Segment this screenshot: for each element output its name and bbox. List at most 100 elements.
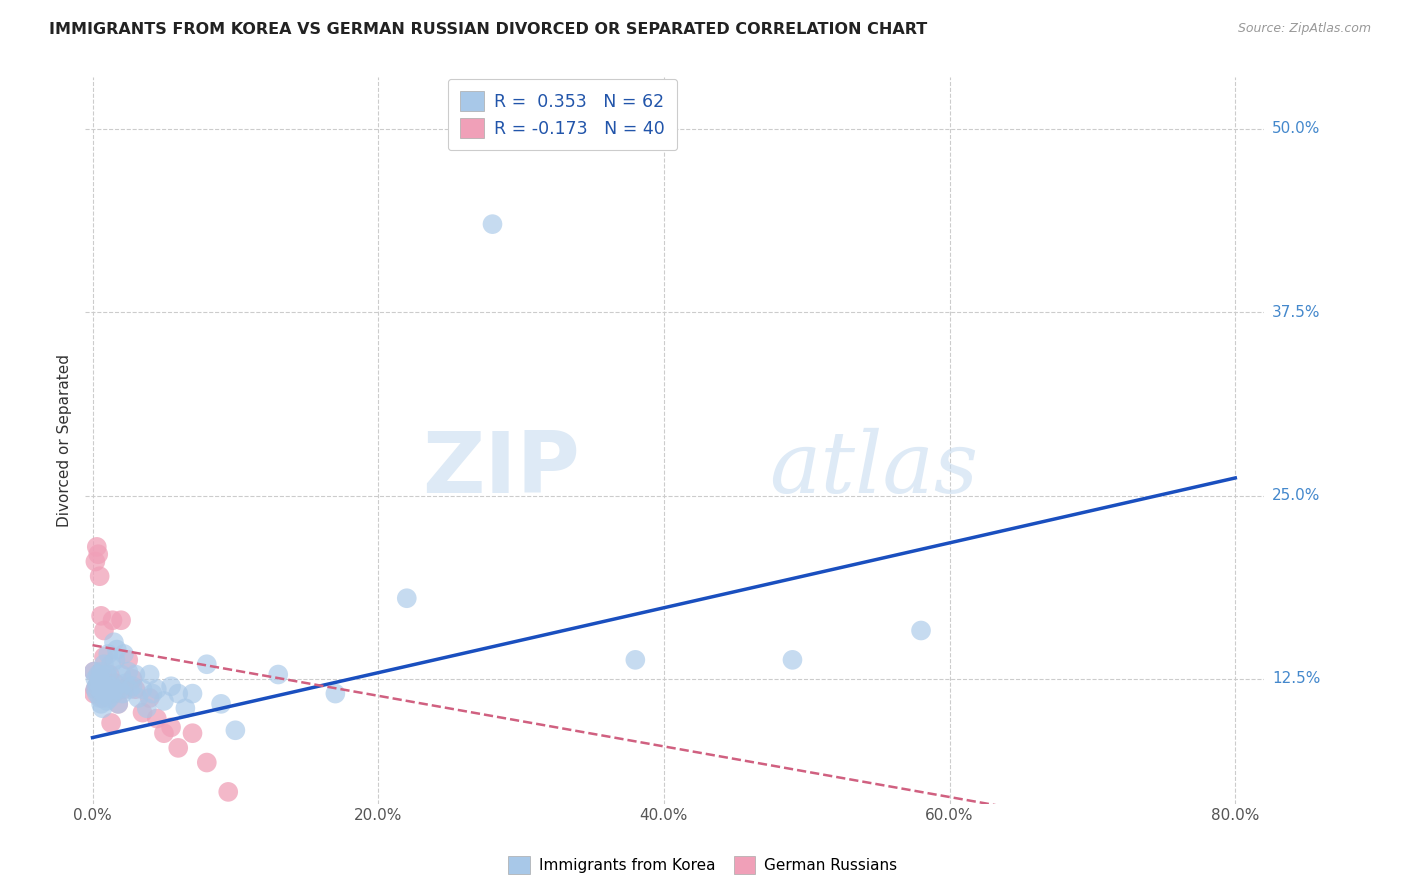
Point: [98, 667, 121, 681]
Point: [325, 687, 347, 701]
Point: [89, 691, 111, 706]
Point: [83, 687, 105, 701]
Point: [138, 691, 160, 706]
Point: [89, 672, 111, 686]
Point: [104, 676, 127, 690]
Point: [107, 697, 129, 711]
Point: [107, 697, 129, 711]
Point: [97, 682, 120, 697]
Point: [89, 682, 111, 697]
Point: [98, 672, 121, 686]
Point: [97, 687, 120, 701]
Point: [174, 701, 197, 715]
Point: [112, 682, 135, 697]
Point: [84, 555, 107, 569]
Point: [131, 682, 153, 697]
Point: [103, 682, 125, 697]
Text: 25.0%: 25.0%: [1272, 488, 1320, 503]
Text: IMMIGRANTS FROM KOREA VS GERMAN RUSSIAN DIVORCED OR SEPARATED CORRELATION CHART: IMMIGRANTS FROM KOREA VS GERMAN RUSSIAN …: [49, 22, 928, 37]
Point: [89, 682, 111, 697]
Point: [87, 676, 110, 690]
Point: [87, 547, 110, 561]
Point: [121, 679, 143, 693]
Point: [131, 706, 153, 720]
Point: [141, 687, 163, 701]
Point: [86, 679, 108, 693]
Point: [146, 682, 169, 697]
Point: [138, 667, 160, 681]
Point: [217, 785, 239, 799]
Legend: R =  0.353   N = 62, R = -0.173   N = 40: R = 0.353 N = 62, R = -0.173 N = 40: [447, 78, 678, 150]
Point: [224, 723, 246, 738]
Point: [100, 715, 122, 730]
Point: [124, 667, 146, 681]
Point: [118, 682, 141, 697]
Point: [267, 667, 290, 681]
Point: [104, 653, 127, 667]
Point: [86, 540, 108, 554]
Point: [160, 720, 183, 734]
Point: [167, 687, 190, 701]
Point: [84, 682, 107, 697]
Point: [90, 687, 112, 701]
Point: [86, 679, 108, 693]
Point: [84, 682, 107, 697]
Point: [87, 667, 110, 681]
Point: [117, 653, 139, 667]
Point: [93, 624, 115, 638]
Text: 37.5%: 37.5%: [1272, 305, 1320, 319]
Point: [93, 649, 115, 664]
Point: [94, 682, 117, 697]
Point: [96, 694, 118, 708]
Point: [90, 697, 112, 711]
Point: [112, 647, 135, 661]
Point: [135, 701, 157, 715]
Point: [209, 697, 232, 711]
Y-axis label: Divorced or Separated: Divorced or Separated: [58, 354, 72, 527]
Point: [89, 569, 111, 583]
Point: [96, 667, 118, 681]
Point: [93, 657, 115, 672]
Point: [127, 691, 149, 706]
Point: [83, 665, 105, 679]
Point: [153, 694, 176, 708]
Point: [105, 682, 128, 697]
Legend: Immigrants from Korea, German Russians: Immigrants from Korea, German Russians: [502, 850, 904, 880]
Text: 50.0%: 50.0%: [1272, 121, 1320, 136]
Point: [87, 682, 110, 697]
Point: [105, 642, 128, 657]
Point: [84, 672, 107, 686]
Point: [91, 691, 114, 706]
Point: [153, 726, 176, 740]
Point: [111, 687, 134, 701]
Point: [91, 679, 114, 693]
Text: Source: ZipAtlas.com: Source: ZipAtlas.com: [1237, 22, 1371, 36]
Point: [782, 653, 804, 667]
Point: [181, 687, 204, 701]
Point: [86, 687, 108, 701]
Point: [101, 613, 124, 627]
Point: [110, 667, 132, 681]
Text: ZIP: ZIP: [423, 428, 581, 511]
Point: [91, 682, 114, 697]
Point: [90, 665, 112, 679]
Point: [395, 591, 418, 606]
Point: [114, 676, 136, 690]
Point: [103, 635, 125, 649]
Point: [110, 613, 132, 627]
Point: [195, 756, 218, 770]
Point: [181, 726, 204, 740]
Point: [93, 687, 115, 701]
Text: 12.5%: 12.5%: [1272, 672, 1320, 687]
Point: [97, 647, 120, 661]
Point: [108, 682, 131, 697]
Point: [195, 657, 218, 672]
Point: [91, 701, 114, 715]
Text: atlas: atlas: [769, 428, 979, 511]
Point: [624, 653, 647, 667]
Point: [124, 682, 146, 697]
Point: [146, 712, 169, 726]
Point: [167, 740, 190, 755]
Point: [103, 687, 125, 701]
Point: [96, 682, 118, 697]
